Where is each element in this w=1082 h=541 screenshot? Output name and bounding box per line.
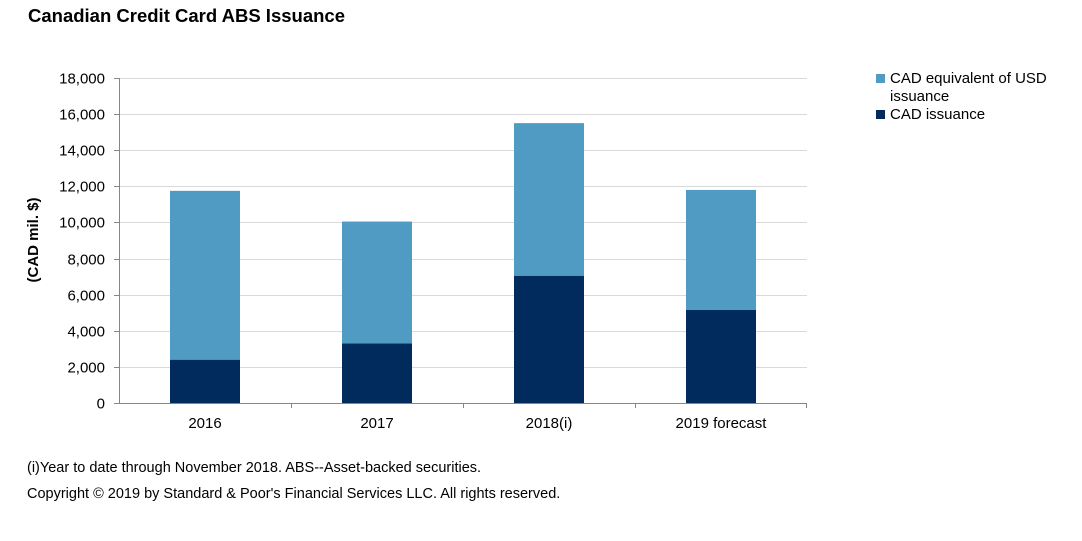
bar-cad-issuance (514, 275, 584, 403)
y-tick-label: 12,000 (59, 179, 105, 196)
bar-cad-issuance (342, 343, 412, 403)
legend-swatch-usd (876, 74, 885, 83)
legend-swatch-cad (876, 110, 885, 119)
bar-usd-equivalent (170, 190, 240, 360)
x-tick-label: 2017 (360, 415, 393, 432)
bars (170, 123, 756, 403)
x-tick-label: 2018(i) (526, 415, 573, 432)
chart-title: Canadian Credit Card ABS Issuance (28, 5, 345, 26)
y-tick-label: 0 (97, 396, 105, 413)
y-axis-label: (CAD mil. $) (25, 197, 42, 282)
y-tick-label: 10,000 (59, 215, 105, 232)
y-tick-label: 4,000 (67, 324, 105, 341)
legend-label-usd: CAD equivalent of USD issuance (890, 70, 1047, 105)
bar-cad-issuance (686, 310, 756, 403)
legend-item-cad: CAD issuance (876, 106, 1076, 124)
footnote: (i)Year to date through November 2018. A… (27, 460, 482, 476)
bar-usd-equivalent (514, 123, 584, 276)
legend: CAD equivalent of USD issuance CAD issua… (876, 70, 1076, 124)
tick-labels: 0 2,000 4,000 6,000 8,000 10,000 12,000 14,000 1… (59, 71, 767, 433)
x-tick-label: 2019 forecast (676, 415, 768, 432)
legend-label-cad: CAD issuance (890, 106, 986, 123)
bar-usd-equivalent (342, 221, 412, 344)
bar-usd-equivalent (686, 189, 756, 311)
axes (114, 78, 807, 408)
bar-cad-issuance (170, 359, 240, 403)
y-tick-label: 6,000 (67, 288, 105, 305)
x-tick-label: 2016 (188, 415, 221, 432)
y-tick-label: 2,000 (67, 360, 105, 377)
y-tick-label: 18,000 (59, 71, 105, 88)
legend-item-usd: CAD equivalent of USD issuance (876, 70, 1076, 106)
y-tick-label: 14,000 (59, 143, 105, 160)
copyright-notice: Copyright © 2019 by Standard & Poor's Fi… (27, 486, 561, 502)
y-tick-label: 8,000 (67, 252, 105, 269)
y-tick-label: 16,000 (59, 107, 105, 124)
